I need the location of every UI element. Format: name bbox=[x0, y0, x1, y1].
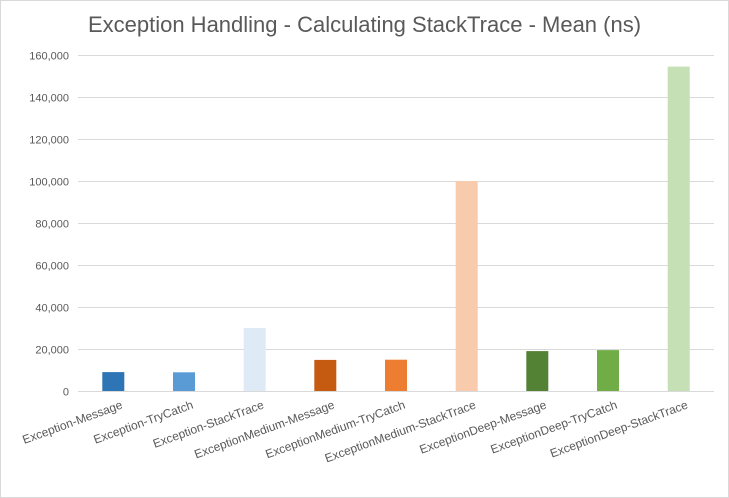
bar bbox=[385, 359, 407, 391]
bar bbox=[597, 350, 619, 391]
x-category-label: ExceptionDeep-StackTrace bbox=[548, 398, 690, 461]
bar bbox=[102, 372, 125, 391]
bar bbox=[455, 181, 478, 391]
y-tick-label: 20,000 bbox=[35, 345, 69, 357]
y-tick-label: 120,000 bbox=[29, 135, 69, 147]
y-tick-label: 80,000 bbox=[35, 219, 69, 231]
bar bbox=[173, 372, 195, 391]
bar bbox=[314, 359, 337, 391]
gridlines bbox=[78, 55, 714, 392]
y-tick-label: 60,000 bbox=[35, 261, 69, 273]
y-tick-label: 140,000 bbox=[29, 93, 69, 105]
x-category-label: ExceptionDeep-Message bbox=[418, 398, 549, 457]
x-axis-labels: Exception-MessageException-TryCatchExcep… bbox=[21, 398, 690, 466]
bars bbox=[102, 66, 690, 391]
y-tick-label: 0 bbox=[63, 387, 69, 399]
y-tick-label: 160,000 bbox=[29, 51, 69, 63]
chart-title: Exception Handling - Calculating StackTr… bbox=[87, 12, 642, 37]
y-tick-label: 40,000 bbox=[35, 303, 69, 315]
y-tick-label: 100,000 bbox=[29, 177, 69, 189]
bar bbox=[667, 66, 690, 391]
y-axis-ticks: 0 20,000 40,000 60,000 80,000 100,000 120,000 1… bbox=[29, 51, 69, 399]
bar bbox=[526, 351, 549, 391]
bar bbox=[243, 328, 266, 391]
